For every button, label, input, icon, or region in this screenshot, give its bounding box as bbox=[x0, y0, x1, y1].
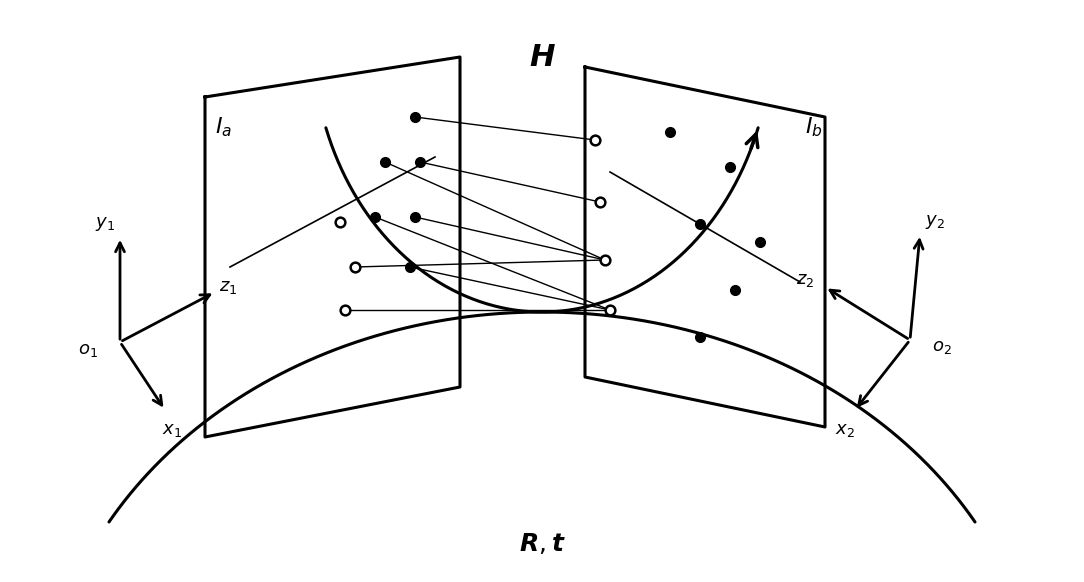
Text: $x_2$: $x_2$ bbox=[835, 421, 855, 439]
Text: $\boldsymbol{R, t}$: $\boldsymbol{R, t}$ bbox=[518, 531, 566, 556]
Text: $I_b$: $I_b$ bbox=[805, 115, 823, 139]
Text: $x_1$: $x_1$ bbox=[162, 421, 182, 439]
Text: $\boldsymbol{H}$: $\boldsymbol{H}$ bbox=[529, 42, 555, 72]
Text: $o_1$: $o_1$ bbox=[78, 341, 98, 359]
Text: $z_2$: $z_2$ bbox=[796, 271, 814, 289]
Text: $o_2$: $o_2$ bbox=[932, 338, 952, 356]
Text: $I_a$: $I_a$ bbox=[215, 115, 232, 139]
Text: $y_1$: $y_1$ bbox=[95, 215, 115, 233]
Text: $y_2$: $y_2$ bbox=[925, 213, 945, 231]
Text: $z_1$: $z_1$ bbox=[219, 278, 237, 296]
